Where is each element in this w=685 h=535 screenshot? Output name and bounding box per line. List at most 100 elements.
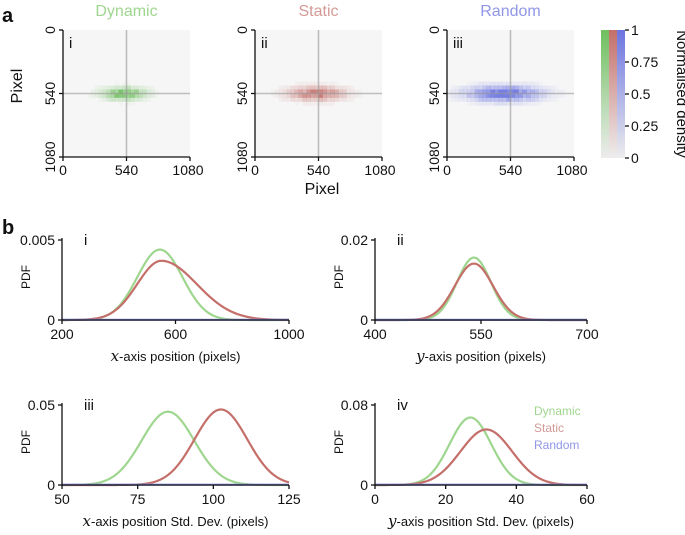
heatmap-cell xyxy=(314,97,319,102)
heatmap-cell xyxy=(86,93,92,98)
series-dynamic xyxy=(62,248,289,322)
heatmap-cell xyxy=(334,93,339,98)
heatmap-cell xyxy=(542,89,547,94)
heatmap-cell xyxy=(474,81,480,86)
heatmap-cell xyxy=(502,101,507,106)
heatmap-cell xyxy=(350,85,355,90)
heatmap-cell xyxy=(542,97,547,102)
heatmap-cell xyxy=(286,85,292,90)
heatmap-cell xyxy=(518,81,523,86)
heatmap-cell xyxy=(358,93,363,98)
heatmap-cell xyxy=(470,81,476,86)
heatmap-cell xyxy=(486,89,491,94)
heatmap-cell xyxy=(306,101,311,106)
heatmap-cell xyxy=(126,93,131,98)
heatmap-cell xyxy=(342,89,347,94)
heatmap-cell xyxy=(142,93,147,98)
heatmap-cell xyxy=(470,93,476,98)
heatmap-cell xyxy=(546,97,551,102)
heatmap-cell xyxy=(298,81,303,86)
heatmap-cell xyxy=(142,97,147,102)
heatmap-cell xyxy=(466,97,472,102)
heatmap-cell xyxy=(98,93,103,98)
heatmap-cell xyxy=(506,93,511,98)
heatmap-cell xyxy=(150,93,155,98)
heatmap-cell xyxy=(318,101,323,106)
heatmap-cell xyxy=(146,97,151,102)
heatmap-cell xyxy=(470,85,476,90)
heatmap-cell xyxy=(466,81,472,86)
heatmap-cell xyxy=(102,85,107,90)
heatmap-cell xyxy=(314,93,319,98)
heatmap-cell xyxy=(490,81,495,86)
heatmap-cell xyxy=(546,93,551,98)
heatmap-cell xyxy=(530,93,535,98)
heatmap-cell xyxy=(506,85,511,90)
panel-a-letter: a xyxy=(2,5,14,27)
heatmap-group: Dynamic i 0 0 540 540 1080 1080 Static ii 0 0 540 540… xyxy=(42,3,588,178)
heatmap-cell xyxy=(486,93,491,98)
heatmap-cell xyxy=(458,89,464,94)
heatmap-cell xyxy=(338,85,343,90)
heatmap-cell xyxy=(322,85,327,90)
ytick-label: 0 xyxy=(47,477,55,493)
heatmap-cell xyxy=(346,97,351,102)
heatmap-cell xyxy=(298,93,303,98)
heatmap-cell xyxy=(130,93,135,98)
heatmap-cell xyxy=(110,89,115,94)
heatmap-cell xyxy=(486,97,491,102)
heatmap-cell xyxy=(478,97,484,102)
heatmap-cell xyxy=(338,97,343,102)
xtick-label: 75 xyxy=(130,491,146,507)
heatmap-cell xyxy=(322,101,327,106)
xtick-label: 60 xyxy=(579,491,595,507)
heatmap-cell xyxy=(278,89,284,94)
heatmap-cell xyxy=(538,93,543,98)
heatmap-cell xyxy=(458,85,464,90)
heatmap-cell xyxy=(122,97,127,102)
heatmap-cell xyxy=(270,93,276,98)
ytick-label: 540 xyxy=(234,82,250,106)
heatmap-cell xyxy=(138,85,143,90)
heatmap-cell xyxy=(302,97,307,102)
heatmap-cell xyxy=(146,89,151,94)
heatmap-cell xyxy=(342,97,347,102)
heatmap-cell xyxy=(294,97,299,102)
heatmap-cell xyxy=(554,85,559,90)
heatmap-cell xyxy=(138,89,143,94)
heatmap-cell xyxy=(294,93,299,98)
heatmap-cell xyxy=(294,101,299,106)
ytick-label: 0 xyxy=(426,26,442,34)
heatmap-cell xyxy=(478,85,484,90)
heatmap-cell xyxy=(502,85,507,90)
heatmap-cell xyxy=(294,85,299,90)
heatmap-cell xyxy=(490,97,495,102)
heatmap-cell xyxy=(310,97,315,102)
heatmap-cell xyxy=(562,89,567,94)
heatmap-cell xyxy=(354,93,359,98)
chart-xlabel: y-axis position Std. Dev. (pixels) xyxy=(387,512,574,530)
heatmap-cell xyxy=(126,97,131,102)
heatmap-cell xyxy=(274,93,280,98)
heatmap-cell xyxy=(502,97,507,102)
heatmap-roman: i xyxy=(69,35,72,52)
heatmap-cell xyxy=(466,101,472,106)
heatmap-cell xyxy=(126,81,131,86)
chart-ylabel: PDF xyxy=(19,265,33,289)
heatmap-cell xyxy=(494,85,499,90)
series-static xyxy=(375,262,587,322)
heatmap-cell xyxy=(562,93,567,98)
panel-b-letter: b xyxy=(2,217,14,239)
heatmap-cell xyxy=(490,85,495,90)
heatmap-cell xyxy=(318,97,323,102)
heatmap-cell xyxy=(342,93,347,98)
heatmap-cell xyxy=(498,89,503,94)
heatmap-cell xyxy=(514,101,519,106)
heatmap-cell xyxy=(270,89,276,94)
heatmap-cell xyxy=(326,97,331,102)
heatmap-cell xyxy=(118,89,123,94)
heatmap-cell xyxy=(106,93,111,98)
chart-ylabel: PDF xyxy=(332,265,346,289)
